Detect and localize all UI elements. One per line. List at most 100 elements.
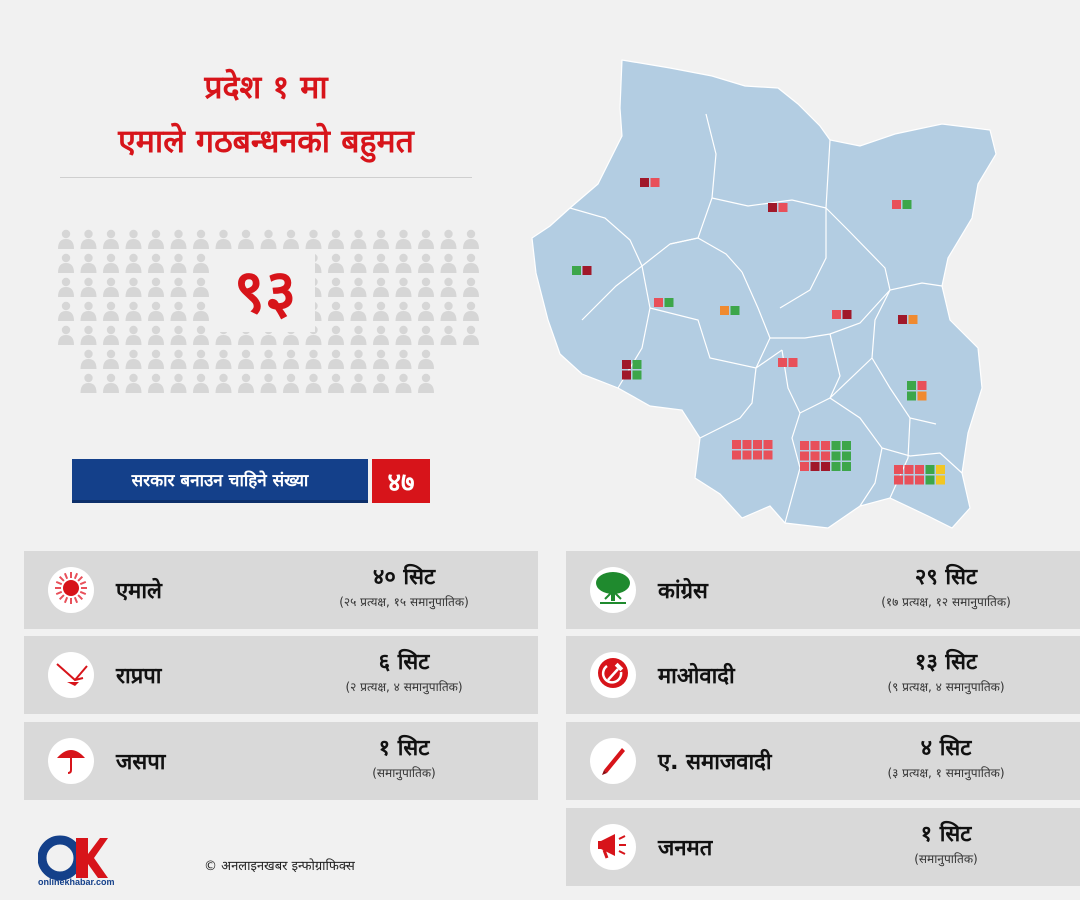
majority-bar: सरकार बनाउन चाहिने संख्या ४७	[72, 459, 430, 503]
title-line-1: प्रदेश १ मा	[204, 68, 328, 106]
party-card: एमाले ४० सिट (२५ प्रत्यक्ष, १५ समानुपातिक)	[24, 551, 538, 629]
seat-marker	[810, 462, 820, 471]
party-card: जनमत १ सिट (समानुपातिक)	[566, 808, 1080, 886]
seat-marker	[936, 465, 945, 474]
seat-info: १३ सिट (९ प्रत्यक्ष, ४ समानुपातिक)	[826, 648, 1066, 696]
person-icon	[148, 325, 164, 345]
party-logo	[48, 738, 94, 784]
seat-marker	[917, 381, 927, 390]
party-name: जसपा	[116, 750, 166, 775]
party-name: राप्रपा	[116, 664, 162, 689]
person-icon	[440, 229, 457, 249]
seat-marker	[894, 475, 903, 485]
person-icon	[350, 325, 367, 345]
seat-marker	[842, 462, 851, 471]
person-icon	[463, 229, 479, 249]
person-icon	[80, 373, 97, 393]
person-icon	[305, 373, 322, 393]
person-icon	[463, 277, 479, 297]
seat-info: २९ सिट (१७ प्रत्यक्ष, १२ समानुपातिक)	[826, 563, 1066, 611]
person-icon	[418, 325, 434, 345]
seat-marker	[800, 451, 809, 461]
seat-marker	[832, 310, 841, 319]
logo-k-icon	[76, 838, 108, 878]
seat-info: १ सिट (समानुपातिक)	[284, 734, 524, 782]
seat-marker	[788, 358, 798, 367]
person-icon	[418, 253, 434, 273]
person-icon	[58, 277, 74, 297]
person-icon	[350, 229, 367, 249]
person-icon	[283, 349, 299, 369]
seat-marker	[768, 203, 777, 212]
province-outline	[531, 59, 997, 529]
person-icon	[80, 253, 97, 273]
seat-breakdown: (समानुपातिक)	[914, 852, 978, 866]
person-icon	[395, 325, 412, 345]
seat-breakdown: (२ प्रत्यक्ष, ४ समानुपातिक)	[345, 680, 463, 694]
person-icon	[418, 301, 434, 321]
seat-marker	[582, 266, 592, 275]
person-icon	[103, 325, 119, 345]
party-logo	[590, 652, 636, 698]
person-icon	[395, 349, 412, 369]
person-icon	[125, 277, 142, 297]
seat-marker	[654, 298, 663, 307]
seat-marker	[763, 440, 773, 449]
person-icon	[238, 349, 254, 369]
megaphone-icon	[595, 828, 631, 866]
seat-marker	[894, 465, 903, 474]
person-icon	[418, 349, 434, 369]
seat-marker	[925, 475, 935, 485]
person-icon	[328, 301, 344, 321]
person-icon	[328, 325, 344, 345]
person-icon	[80, 229, 97, 249]
seat-marker	[821, 451, 830, 461]
person-icon	[193, 325, 209, 345]
seat-marker	[908, 315, 918, 324]
person-icon	[80, 325, 97, 345]
person-icon	[283, 229, 299, 249]
person-icon	[170, 349, 187, 369]
person-icon	[193, 301, 209, 321]
seat-marker	[842, 441, 851, 450]
person-icon	[170, 325, 187, 345]
seat-marker	[778, 358, 787, 367]
seat-marker	[902, 200, 912, 209]
person-icon	[418, 373, 434, 393]
party-name: ए. समाजवादी	[658, 750, 772, 775]
person-icon	[440, 325, 457, 345]
person-icon	[418, 229, 434, 249]
seat-marker	[904, 475, 914, 485]
page-title: प्रदेश १ मा एमाले गठबन्धनको बहुमत	[60, 60, 472, 168]
person-icon	[125, 349, 142, 369]
party-card: जसपा १ सिट (समानुपातिक)	[24, 722, 538, 800]
person-icon	[80, 349, 97, 369]
seat-info: १ सिट (समानुपातिक)	[826, 820, 1066, 868]
party-logo	[590, 738, 636, 784]
person-icon	[283, 373, 299, 393]
seat-marker	[732, 440, 741, 449]
person-icon	[80, 277, 97, 297]
person-icon	[328, 277, 344, 297]
person-icon	[58, 229, 74, 249]
person-icon	[125, 301, 142, 321]
seat-marker	[622, 360, 631, 369]
seat-marker	[907, 381, 916, 390]
seat-marker	[753, 440, 762, 449]
person-icon	[238, 373, 254, 393]
person-icon	[395, 301, 412, 321]
party-card: ए. समाजवादी ४ सिट (३ प्रत्यक्ष, १ समानुपात…	[566, 722, 1080, 800]
person-icon	[440, 301, 457, 321]
person-icon	[148, 373, 164, 393]
seat-marker	[915, 465, 924, 474]
seat-count: १ सिट	[378, 736, 430, 761]
person-icon	[350, 301, 367, 321]
seat-marker	[821, 462, 830, 471]
sun-icon	[54, 571, 88, 609]
seat-marker	[917, 391, 927, 401]
seat-breakdown: (१७ प्रत्यक्ष, १२ समानुपातिक)	[881, 595, 1011, 609]
person-icon	[170, 277, 187, 297]
seat-breakdown: (३ प्रत्यक्ष, १ समानुपातिक)	[887, 766, 1005, 780]
seat-marker	[753, 450, 762, 460]
district-boundaries	[569, 113, 963, 524]
